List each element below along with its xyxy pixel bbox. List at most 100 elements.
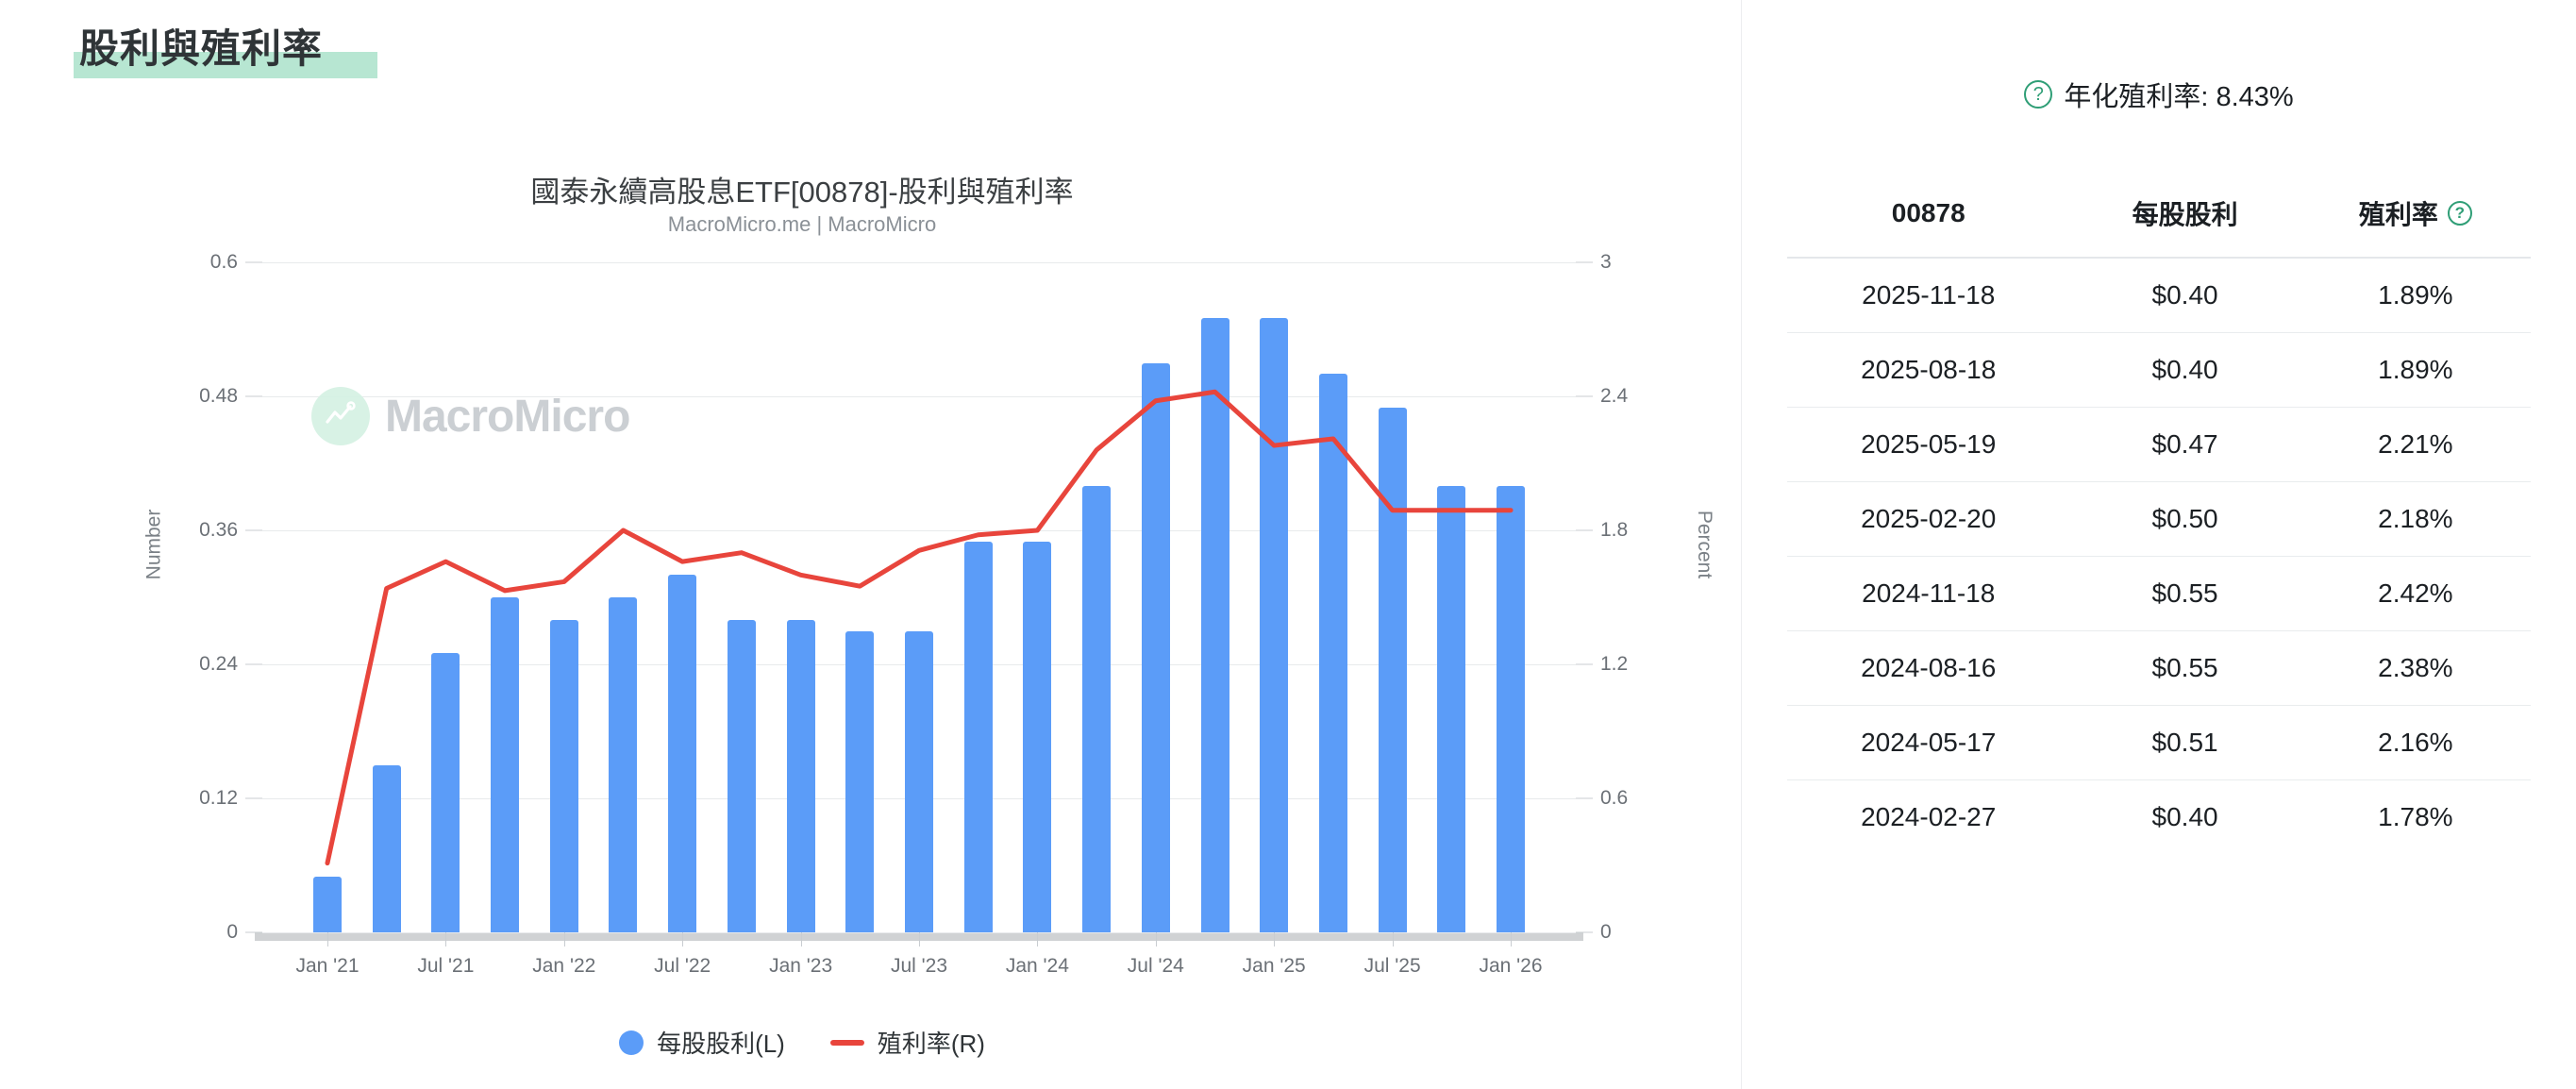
- table-row[interactable]: 2024-02-27 $0.40 1.78%: [1787, 780, 2531, 855]
- gridline: [262, 262, 1576, 263]
- dividend-date: 2025-08-18: [1787, 332, 2070, 408]
- bar[interactable]: [1023, 541, 1052, 932]
- y-tick-mark: [245, 663, 262, 665]
- gridline: [262, 530, 1576, 531]
- dividend-amount: $0.55: [2069, 630, 2300, 706]
- dividend-date: 2024-05-17: [1787, 705, 2070, 780]
- x-axis-tick: Jul '21: [417, 955, 475, 977]
- dividend-amount: $0.40: [2069, 332, 2300, 408]
- bar[interactable]: [1318, 374, 1347, 932]
- bar[interactable]: [786, 619, 815, 932]
- y-axis-left-tick: 0.24: [199, 653, 238, 675]
- table-row[interactable]: 2024-11-18 $0.55 2.42%: [1787, 556, 2531, 631]
- y-axis-right-label: Percent: [1694, 510, 1716, 579]
- bar[interactable]: [1200, 318, 1229, 932]
- dividend-amount: $0.40: [2069, 258, 2300, 333]
- y-tick-mark: [245, 797, 262, 799]
- bar[interactable]: [609, 597, 638, 932]
- chart-legend: 每股股利(L) 殖利率(R): [0, 1025, 1604, 1060]
- question-mark-icon[interactable]: ?: [2024, 80, 2053, 109]
- bar[interactable]: [312, 876, 342, 932]
- table-row[interactable]: 2025-05-19 $0.47 2.21%: [1787, 407, 2531, 482]
- x-tick-mark: [326, 932, 328, 947]
- bar[interactable]: [727, 619, 756, 932]
- bar[interactable]: [372, 764, 401, 932]
- dividend-amount: $0.55: [2069, 556, 2300, 631]
- dividend-date: 2024-02-27: [1861, 802, 1997, 831]
- y-axis-left-tick: 0.6: [209, 251, 238, 273]
- legend-label: 殖利率(R): [877, 1030, 985, 1058]
- chart-title: 國泰永續高股息ETF[00878]-股利與殖利率: [530, 176, 1074, 209]
- table-header-ticker: 00878: [1787, 189, 2070, 259]
- dividend-yield: 2.42%: [2300, 556, 2531, 631]
- table-row[interactable]: 2024-05-17 $0.51 2.16%: [1787, 705, 2531, 780]
- x-axis-tick: Jan '26: [1479, 955, 1543, 977]
- question-mark-icon[interactable]: ?: [2447, 201, 2472, 226]
- bar[interactable]: [1437, 485, 1466, 932]
- page-title: 股利與殖利率: [79, 26, 324, 71]
- table-row[interactable]: 2025-08-18 $0.40 1.89%: [1787, 332, 2531, 408]
- annualized-yield-row: ? 年化殖利率: 8.43%: [1787, 0, 2531, 189]
- bar-series: [262, 262, 1576, 932]
- table-header-yield: 殖利率 ?: [2300, 189, 2531, 259]
- bar[interactable]: [1497, 485, 1526, 932]
- dividend-yield: 2.38%: [2300, 630, 2531, 706]
- y-tick-mark: [245, 931, 262, 933]
- x-axis-tick: Jul '25: [1363, 955, 1421, 977]
- table-row[interactable]: 2025-02-20 $0.50 2.18%: [1787, 481, 2531, 557]
- x-tick-mark: [1511, 932, 1513, 947]
- table-row[interactable]: 2025-11-18 $0.40 1.89%: [1787, 258, 2531, 333]
- y-axis-right-tick: 1.8: [1600, 519, 1629, 541]
- x-tick-mark: [800, 932, 802, 947]
- table-row[interactable]: 2024-08-16 $0.55 2.38%: [1787, 630, 2531, 706]
- x-tick-mark: [919, 932, 920, 947]
- bar[interactable]: [963, 541, 993, 932]
- dividend-yield: 1.89%: [2300, 258, 2531, 333]
- x-axis-tick: Jan '25: [1242, 955, 1306, 977]
- table-header-row: 00878 每股股利 殖利率 ?: [1787, 189, 2531, 259]
- y-axis-right-tick: 3: [1600, 251, 1612, 273]
- dividend-table-panel: ? 年化殖利率: 8.43% 00878 每股股利 殖利率 ?: [1741, 0, 2576, 1089]
- legend-item[interactable]: 殖利率(R): [829, 1025, 985, 1060]
- dividend-yield: 1.89%: [2300, 332, 2531, 408]
- x-tick-mark: [1274, 932, 1276, 947]
- bar[interactable]: [431, 653, 460, 932]
- bar[interactable]: [1082, 485, 1112, 932]
- y-tick-mark: [1576, 797, 1593, 799]
- yield-line[interactable]: [325, 389, 1514, 866]
- y-axis-left-label: Number: [142, 509, 165, 580]
- bar[interactable]: [1378, 407, 1407, 932]
- y-tick-mark: [1576, 395, 1593, 397]
- y-axis-left-tick: 0: [226, 921, 238, 943]
- bar[interactable]: [549, 619, 578, 932]
- bar[interactable]: [1260, 318, 1289, 932]
- y-tick-mark: [1576, 931, 1593, 933]
- bar[interactable]: [845, 630, 875, 932]
- bar[interactable]: [668, 575, 697, 932]
- dividend-yield: 2.16%: [2300, 705, 2531, 780]
- x-tick-mark: [682, 932, 684, 947]
- dividend-table: 00878 每股股利 殖利率 ? 2025-11-18 $0.40 1.89% 202…: [1787, 189, 2531, 854]
- x-tick-mark: [445, 932, 447, 947]
- dividend-date: 2025-02-20: [1787, 481, 2070, 557]
- y-tick-mark: [245, 529, 262, 531]
- dividend-date: 2025-05-19: [1787, 407, 2070, 482]
- table-header-ticker-label: 00878: [1891, 198, 1965, 227]
- legend-line-icon: [829, 1039, 864, 1046]
- y-axis-right-tick: 1.2: [1600, 653, 1629, 675]
- bar[interactable]: [905, 630, 933, 932]
- dividend-date: 2024-08-16: [1787, 630, 2070, 706]
- chart-subtitle: MacroMicro.me | MacroMicro: [667, 212, 937, 236]
- y-axis-right-tick: 0.6: [1600, 787, 1629, 809]
- bar[interactable]: [491, 597, 520, 932]
- dividend-yield: 2.18%: [2300, 481, 2531, 557]
- dividend-date: 2025-11-18: [1787, 258, 2070, 333]
- legend-item[interactable]: 每股股利(L): [619, 1025, 785, 1060]
- table-header-dividend-label: 每股股利: [2132, 200, 2238, 229]
- table-body: 2025-11-18 $0.40 1.89% 2025-08-18 $0.40 1.89%…: [1787, 258, 2531, 854]
- y-tick-mark: [245, 395, 262, 397]
- x-axis-tick: Jan '23: [769, 955, 833, 977]
- bar[interactable]: [1141, 362, 1170, 932]
- x-axis-tick: Jan '22: [532, 955, 596, 977]
- x-axis-tick: Jul '24: [1127, 955, 1184, 977]
